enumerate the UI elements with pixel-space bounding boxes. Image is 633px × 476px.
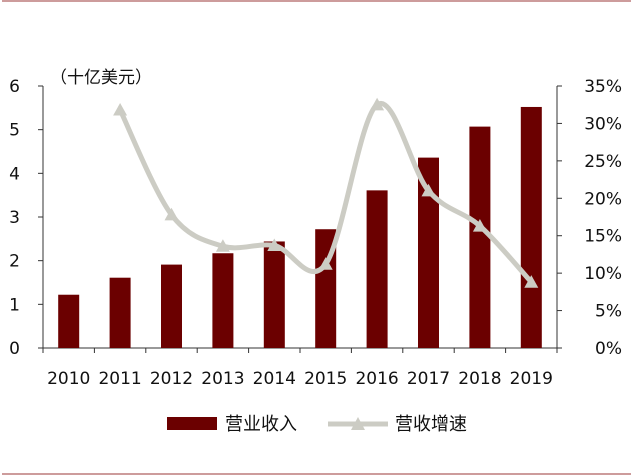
right-tick-label: 35% [584,77,622,97]
growth-marker [164,207,179,221]
right-tick-label: 10% [584,264,622,284]
x-tick-label: 2018 [458,369,501,389]
left-tick-label: 3 [9,208,20,228]
right-tick-label: 20% [584,189,622,209]
left-tick-label: 6 [9,77,20,97]
growth-line [117,100,534,285]
legend-revenue-swatch [167,417,217,430]
left-tick-label: 2 [9,252,20,272]
x-tick-label: 2011 [98,369,141,389]
revenue-bar [469,126,491,348]
x-tick-label: 2017 [407,369,450,389]
revenue-bar [418,157,439,348]
right-tick-label: 30% [584,114,622,134]
left-tick-label: 0 [9,339,20,359]
left-tick-label: 1 [9,295,20,315]
right-axis-ticks: 0% 5% 10% 15% 20% 25% 30% 35% [557,77,622,359]
growth-marker [267,238,282,252]
x-tick-label: 2019 [510,369,553,389]
x-tick-label: 2014 [253,369,296,389]
y-unit-label: （十亿美元） [50,68,152,88]
revenue-bar [58,294,80,348]
revenue-bar [263,241,285,348]
growth-marker [370,97,385,111]
revenue-bar [212,253,234,348]
revenue-bar [109,277,131,348]
x-axis-ticks: 2010 2011 2012 2013 2014 2015 2016 2017 2018 2019 [42,348,558,389]
x-tick-label: 2013 [201,369,244,389]
growth-marker [472,218,487,232]
revenue-bar [161,264,182,348]
x-tick-label: 2012 [150,369,193,389]
revenue-bar [520,106,542,349]
growth-line-layer [113,97,539,288]
right-tick-label: 15% [584,227,622,247]
x-tick-label: 2010 [47,369,90,389]
growth-marker [524,275,539,288]
growth-marker [318,257,333,270]
left-axis-ticks: 0 1 2 3 4 5 6 [9,77,43,359]
growth-marker [113,102,128,116]
x-tick-label: 2016 [355,369,398,389]
left-tick-label: 5 [9,121,20,141]
legend-growth-marker [351,417,365,430]
growth-marker [421,183,436,197]
right-tick-label: 25% [584,152,622,172]
legend: 营业收入 营收增速 [167,414,467,435]
legend-revenue-label: 营业收入 [225,414,297,435]
revenue-bars [58,106,542,349]
growth-marker [215,239,230,252]
left-tick-label: 4 [9,164,20,184]
right-tick-label: 5% [595,302,622,322]
legend-growth-label: 营收增速 [395,414,467,435]
x-tick-label: 2015 [304,369,347,389]
right-tick-label: 0% [595,339,622,359]
revenue-bar [366,190,388,348]
